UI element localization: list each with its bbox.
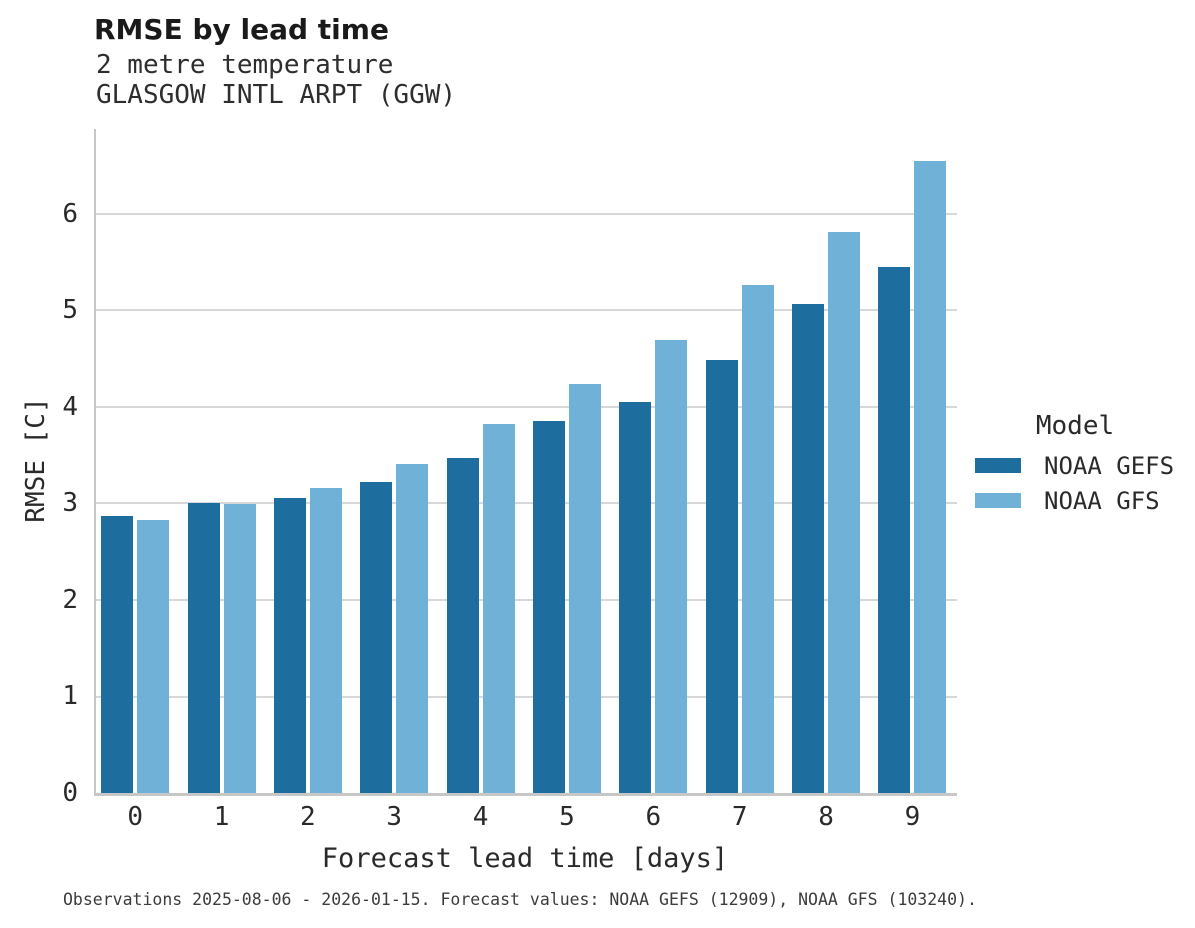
bar-noaa-gfs-lead-8 bbox=[828, 232, 861, 793]
bar-noaa-gefs-lead-3 bbox=[360, 482, 393, 793]
bar-noaa-gfs-lead-5 bbox=[569, 384, 601, 793]
gridline-y-1 bbox=[96, 695, 957, 698]
bar-noaa-gfs-lead-1 bbox=[223, 504, 256, 793]
y-tick-0: 0 bbox=[62, 778, 78, 808]
bar-noaa-gefs-lead-0 bbox=[101, 516, 134, 793]
gridline-y-4 bbox=[96, 405, 957, 408]
x-tick-5: 5 bbox=[559, 802, 575, 832]
plot-area bbox=[94, 129, 957, 796]
x-tick-7: 7 bbox=[731, 802, 748, 832]
x-tick-4: 4 bbox=[472, 802, 489, 832]
legend-items: NOAA GEFS NOAA GFS bbox=[975, 448, 1190, 518]
bar-noaa-gfs-lead-7 bbox=[741, 285, 774, 793]
x-tick-8: 8 bbox=[818, 802, 834, 832]
gridline-y-6 bbox=[96, 212, 957, 215]
legend: Model NOAA GEFS NOAA GFS bbox=[975, 410, 1190, 518]
bar-noaa-gefs-lead-2 bbox=[273, 498, 306, 793]
y-tick-2: 2 bbox=[62, 584, 78, 615]
y-tick-1: 1 bbox=[62, 681, 78, 712]
x-tick-0: 0 bbox=[127, 802, 143, 832]
y-tick-3: 3 bbox=[62, 488, 78, 519]
bar-noaa-gefs-lead-8 bbox=[792, 304, 825, 793]
gridline-y-3 bbox=[96, 502, 957, 505]
legend-label: NOAA GFS bbox=[1044, 486, 1160, 515]
legend-item-noaa-gefs: NOAA GEFS bbox=[975, 448, 1190, 483]
bar-noaa-gfs-lead-6 bbox=[655, 340, 688, 793]
chart-subtitle-variable: 2 metre temperature bbox=[96, 50, 394, 80]
x-tick-6: 6 bbox=[645, 802, 662, 832]
bar-noaa-gfs-lead-0 bbox=[137, 520, 170, 793]
legend-title: Model bbox=[1035, 411, 1115, 441]
bar-noaa-gefs-lead-1 bbox=[187, 503, 220, 793]
bar-noaa-gfs-lead-2 bbox=[309, 488, 342, 793]
bar-noaa-gfs-lead-9 bbox=[914, 161, 947, 793]
chart-title: RMSE by lead time bbox=[94, 13, 389, 46]
bar-noaa-gefs-lead-4 bbox=[446, 458, 479, 793]
caption: Observations 2025-08-06 - 2026-01-15. Fo… bbox=[63, 890, 977, 909]
legend-label: NOAA GEFS bbox=[1044, 451, 1175, 480]
legend-swatch-icon bbox=[975, 458, 1021, 473]
gridline-y-5 bbox=[96, 309, 957, 312]
bar-noaa-gefs-lead-7 bbox=[705, 360, 738, 793]
x-tick-1: 1 bbox=[213, 802, 230, 832]
y-tick-4: 4 bbox=[62, 391, 78, 422]
bar-noaa-gfs-lead-4 bbox=[482, 424, 515, 793]
bar-noaa-gefs-lead-9 bbox=[878, 267, 911, 793]
y-tick-5: 5 bbox=[62, 295, 78, 326]
legend-item-noaa-gfs: NOAA GFS bbox=[975, 483, 1190, 518]
bar-noaa-gefs-lead-6 bbox=[619, 402, 652, 793]
y-axis-line bbox=[94, 129, 96, 796]
gridline-y-2 bbox=[96, 598, 957, 601]
x-tick-9: 9 bbox=[904, 802, 921, 832]
x-tick-2: 2 bbox=[300, 802, 316, 832]
bar-noaa-gfs-lead-3 bbox=[396, 464, 429, 793]
x-tick-3: 3 bbox=[386, 802, 403, 832]
bar-noaa-gefs-lead-5 bbox=[533, 421, 565, 793]
x-axis-title: Forecast lead time [days] bbox=[321, 843, 729, 874]
x-axis-line bbox=[94, 793, 957, 796]
y-tick-6: 6 bbox=[62, 198, 78, 229]
legend-swatch-icon bbox=[975, 493, 1021, 508]
chart-subtitle-station: GLASGOW INTL ARPT (GGW) bbox=[96, 80, 457, 110]
